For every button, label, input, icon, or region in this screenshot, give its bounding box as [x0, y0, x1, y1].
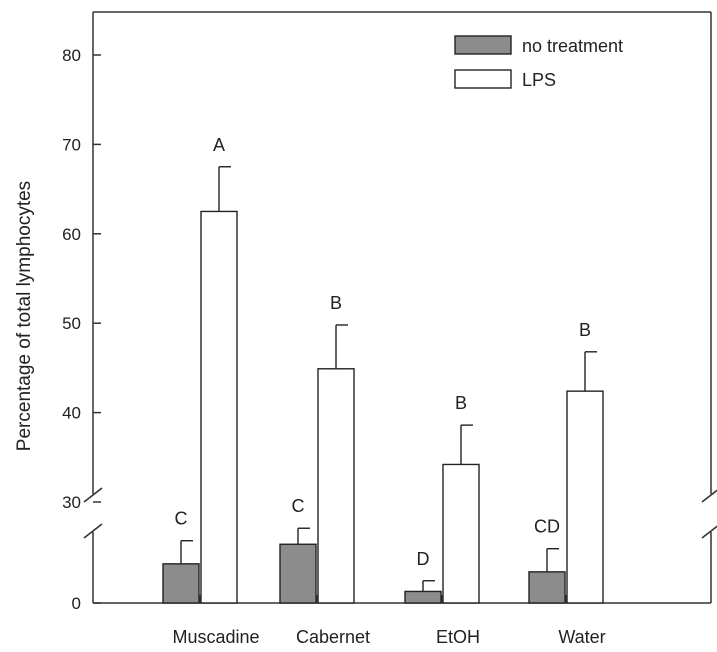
break-mark-left-lower	[83, 523, 103, 539]
x-tick-label: Cabernet	[296, 627, 370, 647]
x-axis-ticks: Muscadine Cabernet EtOH Water	[172, 595, 606, 647]
bar-group-lps: A	[200, 135, 238, 604]
bar	[317, 368, 355, 604]
bar	[162, 563, 200, 604]
x-tick-label: Muscadine	[172, 627, 259, 647]
y-axis-label: Percentage of total lymphocytes	[14, 181, 35, 451]
legend-label: no treatment	[522, 36, 623, 56]
axis-break-marks	[83, 487, 717, 539]
x-tick-label: EtOH	[436, 627, 480, 647]
y-tick-label: 0	[72, 594, 81, 613]
significance-letter: B	[579, 320, 591, 340]
bar	[442, 463, 480, 604]
bar	[279, 543, 317, 604]
x-tick-label: Water	[558, 627, 605, 647]
y-tick-label: 30	[62, 493, 81, 512]
significance-letter: B	[330, 293, 342, 313]
y-tick-label: 60	[62, 225, 81, 244]
bar	[404, 590, 442, 604]
bar-group-lps: B	[317, 293, 355, 604]
significance-letter: CD	[534, 517, 560, 537]
y-axis-ticks: 30 40 50 60 70 80 0	[62, 46, 101, 613]
y-tick-label: 50	[62, 314, 81, 333]
break-mark-left-upper	[83, 487, 103, 503]
bar	[200, 210, 238, 604]
legend-label: LPS	[522, 70, 556, 90]
y-tick-label: 70	[62, 135, 81, 154]
significance-letter: D	[417, 549, 430, 569]
legend-swatch	[454, 69, 512, 89]
y-tick-label: 40	[62, 404, 81, 423]
y-tick-label: 80	[62, 46, 81, 65]
bars: C A C B D B CD B	[162, 135, 604, 604]
legend-swatch	[454, 35, 512, 55]
bar-group-lps: B	[442, 393, 480, 604]
bar-group-no-treatment: CD	[528, 517, 566, 604]
legend: no treatment LPS	[454, 35, 623, 90]
significance-letter: C	[292, 496, 305, 516]
significance-letter: C	[175, 509, 188, 529]
break-mark-right-lower	[701, 525, 717, 539]
bar	[566, 390, 604, 604]
bar-group-no-treatment: C	[279, 496, 317, 604]
bar-group-lps: B	[566, 320, 604, 604]
bar-group-no-treatment: D	[404, 549, 442, 604]
significance-letter: B	[455, 393, 467, 413]
break-mark-right-upper	[701, 489, 717, 503]
bar-group-no-treatment: C	[162, 509, 200, 604]
bar	[528, 571, 566, 604]
significance-letter: A	[213, 135, 225, 155]
